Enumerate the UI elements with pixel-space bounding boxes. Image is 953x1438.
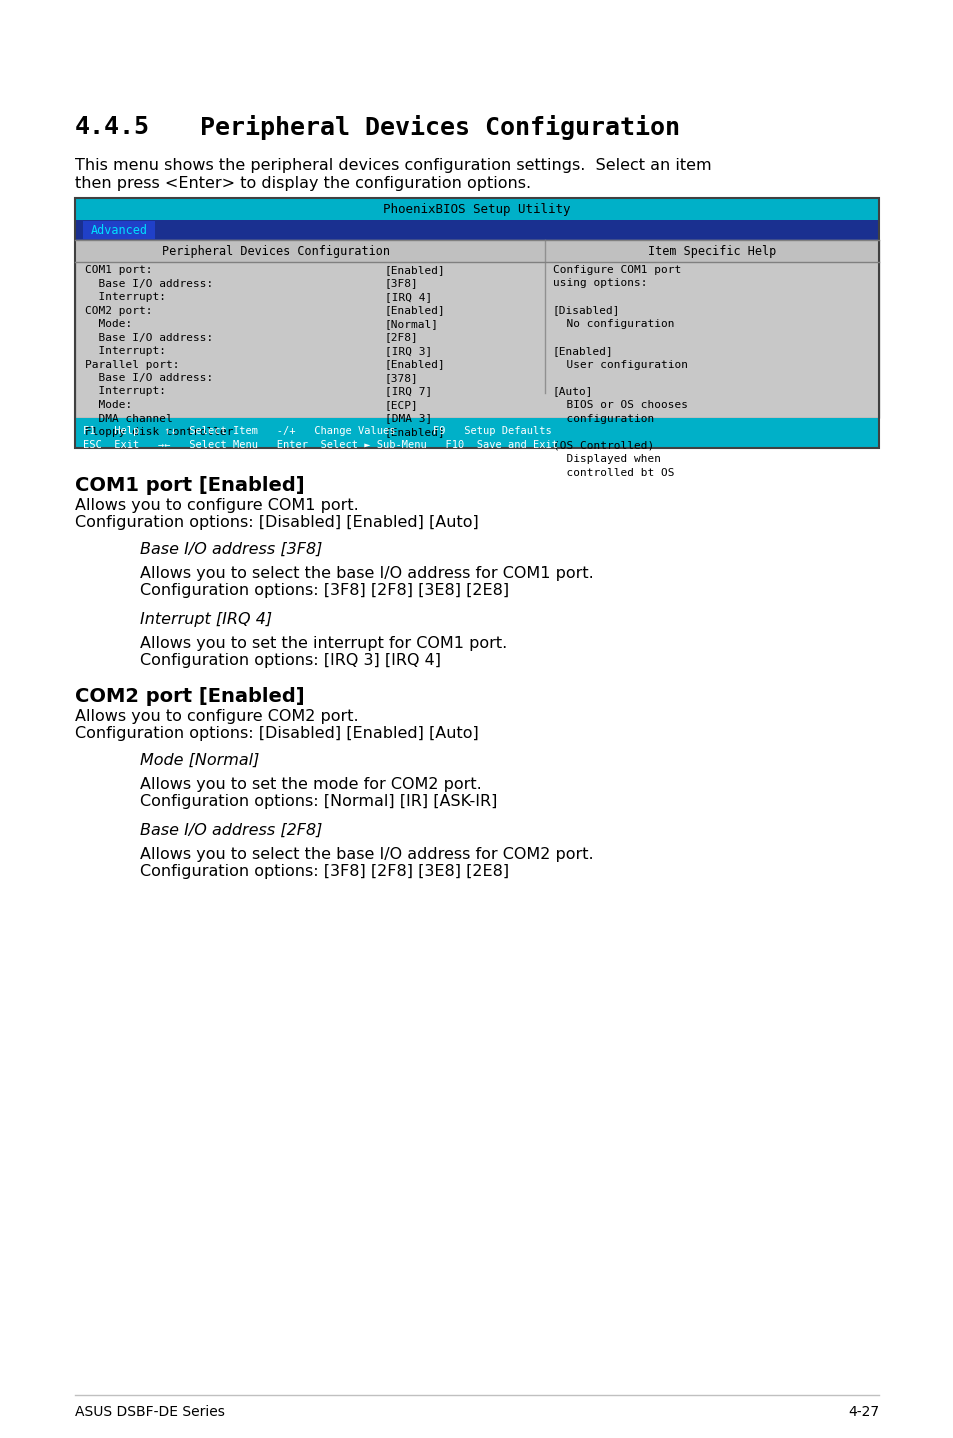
Text: BIOS or OS chooses: BIOS or OS chooses — [553, 400, 687, 410]
Text: Configuration options: [Disabled] [Enabled] [Auto]: Configuration options: [Disabled] [Enabl… — [75, 515, 478, 531]
Text: Configuration options: [Disabled] [Enabled] [Auto]: Configuration options: [Disabled] [Enabl… — [75, 726, 478, 741]
Text: ESC  Exit   →←   Select Menu   Enter  Select ► Sub-Menu   F10  Save and Exit: ESC Exit →← Select Menu Enter Select ► S… — [83, 440, 558, 450]
Text: controlled bt OS: controlled bt OS — [553, 467, 674, 477]
Text: This menu shows the peripheral devices configuration settings.  Select an item: This menu shows the peripheral devices c… — [75, 158, 711, 173]
Text: using options:: using options: — [553, 279, 647, 289]
Text: Base I/O address [3F8]: Base I/O address [3F8] — [140, 542, 322, 557]
Text: configuration: configuration — [553, 414, 654, 424]
Text: [IRQ 3]: [IRQ 3] — [385, 347, 432, 357]
Text: Floppy disk controller: Floppy disk controller — [85, 427, 233, 437]
Text: ASUS DSBF-DE Series: ASUS DSBF-DE Series — [75, 1405, 225, 1419]
Text: Item Specific Help: Item Specific Help — [647, 244, 776, 257]
Text: Mode [Normal]: Mode [Normal] — [140, 754, 259, 768]
Text: Interrupt:: Interrupt: — [85, 292, 166, 302]
Text: COM1 port:: COM1 port: — [85, 265, 152, 275]
Text: then press <Enter> to display the configuration options.: then press <Enter> to display the config… — [75, 175, 531, 191]
Text: Mode:: Mode: — [85, 400, 132, 410]
Bar — [75, 418, 878, 449]
Bar — [83, 221, 154, 239]
Text: [Normal]: [Normal] — [385, 319, 438, 329]
Text: [Disabled]: [Disabled] — [553, 305, 619, 315]
Text: PhoenixBIOS Setup Utility: PhoenixBIOS Setup Utility — [383, 203, 570, 216]
Text: [IRQ 7]: [IRQ 7] — [385, 387, 432, 397]
Text: (OS Controlled): (OS Controlled) — [553, 440, 654, 450]
Text: Allows you to set the interrupt for COM1 port.: Allows you to set the interrupt for COM1… — [140, 636, 507, 651]
Text: Interrupt:: Interrupt: — [85, 387, 166, 397]
Bar — [75, 198, 878, 449]
Text: User configuration: User configuration — [553, 360, 687, 370]
Text: Mode:: Mode: — [85, 319, 132, 329]
Text: 4-27: 4-27 — [847, 1405, 878, 1419]
Text: DMA channel: DMA channel — [85, 414, 172, 424]
Text: Base I/O address:: Base I/O address: — [85, 279, 213, 289]
Text: Configuration options: [IRQ 3] [IRQ 4]: Configuration options: [IRQ 3] [IRQ 4] — [140, 653, 440, 669]
Text: [Enabled]: [Enabled] — [385, 265, 445, 275]
Text: [3F8]: [3F8] — [385, 279, 418, 289]
Text: Allows you to configure COM1 port.: Allows you to configure COM1 port. — [75, 498, 358, 513]
Text: Configuration options: [3F8] [2F8] [3E8] [2E8]: Configuration options: [3F8] [2F8] [3E8]… — [140, 582, 509, 598]
Text: [Auto]: [Auto] — [553, 387, 593, 397]
Text: Configure COM1 port: Configure COM1 port — [553, 265, 680, 275]
Text: Peripheral Devices Configuration: Peripheral Devices Configuration — [200, 115, 679, 139]
Text: [Enabled]: [Enabled] — [553, 347, 613, 357]
Text: 4.4.5: 4.4.5 — [75, 115, 150, 139]
Text: COM2 port [Enabled]: COM2 port [Enabled] — [75, 687, 304, 706]
Text: F1   Help    ↑↓  Select Item   -/+   Change Values      F9   Setup Defaults: F1 Help ↑↓ Select Item -/+ Change Values… — [83, 426, 551, 436]
Bar — [75, 240, 878, 418]
Text: Peripheral Devices Configuration: Peripheral Devices Configuration — [162, 244, 390, 257]
Text: Configuration options: [3F8] [2F8] [3E8] [2E8]: Configuration options: [3F8] [2F8] [3E8]… — [140, 864, 509, 879]
Text: [IRQ 4]: [IRQ 4] — [385, 292, 432, 302]
Text: Interrupt:: Interrupt: — [85, 347, 166, 357]
Text: Base I/O address:: Base I/O address: — [85, 372, 213, 383]
Text: Parallel port:: Parallel port: — [85, 360, 179, 370]
Text: [Enabled]: [Enabled] — [385, 360, 445, 370]
Text: Allows you to configure COM2 port.: Allows you to configure COM2 port. — [75, 709, 358, 723]
Text: [DMA 3]: [DMA 3] — [385, 414, 432, 424]
Text: Allows you to select the base I/O address for COM2 port.: Allows you to select the base I/O addres… — [140, 847, 593, 861]
Text: Configuration options: [Normal] [IR] [ASK-IR]: Configuration options: [Normal] [IR] [AS… — [140, 794, 497, 810]
Text: Base I/O address:: Base I/O address: — [85, 332, 213, 342]
Text: Allows you to select the base I/O address for COM1 port.: Allows you to select the base I/O addres… — [140, 567, 593, 581]
Text: COM2 port:: COM2 port: — [85, 305, 152, 315]
Text: Interrupt [IRQ 4]: Interrupt [IRQ 4] — [140, 613, 272, 627]
Text: Allows you to set the mode for COM2 port.: Allows you to set the mode for COM2 port… — [140, 777, 481, 792]
Text: [Enabled]: [Enabled] — [385, 427, 445, 437]
Text: [ECP]: [ECP] — [385, 400, 418, 410]
Text: COM1 port [Enabled]: COM1 port [Enabled] — [75, 476, 304, 495]
Text: [378]: [378] — [385, 372, 418, 383]
Text: No configuration: No configuration — [553, 319, 674, 329]
Bar — [75, 220, 878, 240]
Bar — [75, 240, 878, 262]
Text: Base I/O address [2F8]: Base I/O address [2F8] — [140, 823, 322, 838]
Text: [2F8]: [2F8] — [385, 332, 418, 342]
Bar — [75, 198, 878, 220]
Text: Displayed when: Displayed when — [553, 454, 660, 464]
Text: [Enabled]: [Enabled] — [385, 305, 445, 315]
Text: Advanced: Advanced — [91, 224, 148, 237]
